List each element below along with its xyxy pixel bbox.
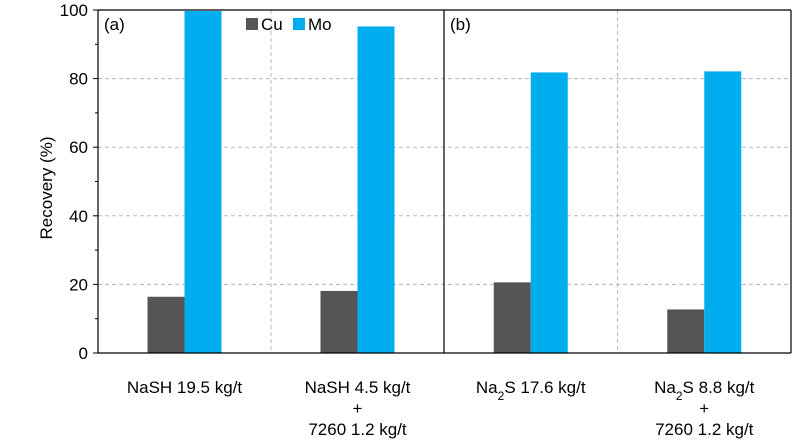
- bar-mo-panel2-cat1: [530, 72, 568, 354]
- y-tick-label: 60: [69, 138, 88, 157]
- category-label-panel1-cat2: NaSH 4.5 kg/t: [305, 378, 411, 397]
- plot-frame: [97, 9, 792, 354]
- bar-cu-panel2-cat2: [667, 309, 705, 353]
- category-labels: NaSH 19.5 kg/t NaSH 4.5 kg/t +7260 1.2 kg/…: [127, 378, 755, 439]
- category-label-panel2-cat1: Na2S 17.6 kg/t: [476, 378, 586, 403]
- category-label-panel1-cat2: 7260 1.2 kg/t: [308, 420, 407, 439]
- bar-cu-panel1-cat1: [147, 296, 185, 353]
- bar-cu-panel1-cat2: [320, 290, 358, 353]
- y-axis-ticks: 0 20 40 60 80 100: [60, 1, 98, 363]
- category-label-panel2-cat2: +: [699, 399, 709, 418]
- panel-label-2: (b): [450, 15, 471, 34]
- y-axis-title: Recovery (%): [37, 137, 56, 240]
- y-tick-label: 20: [69, 275, 88, 294]
- y-tick-label: 80: [69, 70, 88, 89]
- legend-swatch-cu: [246, 18, 258, 30]
- category-label-panel1-cat2: +: [353, 399, 363, 418]
- bar-cu-panel2-cat1: [493, 282, 531, 353]
- bar-mo-panel1-cat2: [357, 26, 395, 354]
- category-label-panel1-cat1: NaSH 19.5 kg/t: [127, 378, 243, 397]
- panel-labels: (a) (b): [104, 15, 471, 34]
- y-tick-label: 0: [79, 344, 88, 363]
- legend-label-cu: Cu: [261, 15, 283, 34]
- panel-label-1: (a): [104, 15, 125, 34]
- category-label-panel2-cat2: 7260 1.2 kg/t: [655, 420, 754, 439]
- bar-mo-panel1-cat1: [184, 11, 222, 354]
- y-tick-label: 100: [60, 1, 88, 20]
- bar-mo-panel2-cat2: [704, 71, 742, 353]
- legend-label-mo: Mo: [308, 15, 332, 34]
- legend: Cu Mo: [246, 15, 332, 34]
- category-label-panel2-cat2: Na2S 8.8 kg/t: [654, 378, 755, 403]
- bars: [147, 11, 742, 354]
- y-tick-label: 40: [69, 207, 88, 226]
- legend-swatch-mo: [293, 18, 305, 30]
